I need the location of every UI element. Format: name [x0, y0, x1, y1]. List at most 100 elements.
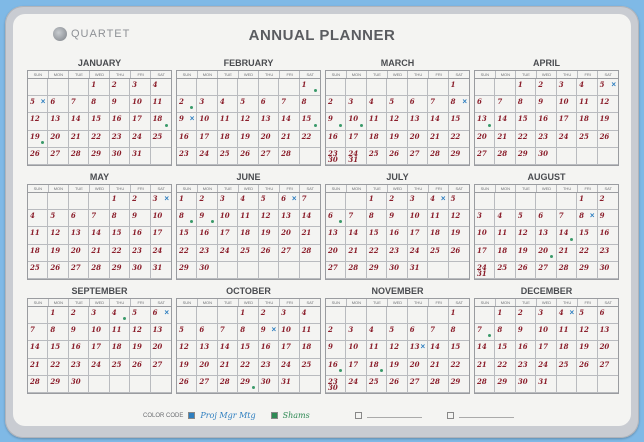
day-cell: 24	[89, 358, 110, 376]
day-number: 2	[599, 194, 605, 203]
day-number: 30	[260, 376, 271, 386]
green-dot-marker	[41, 140, 45, 144]
day-number: 16	[599, 228, 610, 238]
weekday-label: FRI	[578, 71, 599, 78]
day-number: 25	[301, 359, 312, 369]
day-cell	[366, 79, 388, 97]
day-number: 20	[477, 131, 487, 141]
day-cell: 13	[68, 227, 90, 245]
x-mark-icon: ×	[291, 194, 297, 203]
day-number: 28	[348, 262, 359, 272]
day-cell: 27	[475, 147, 496, 165]
day-number: 12	[389, 114, 400, 124]
day-number: 20	[538, 245, 549, 255]
day-number: 18	[579, 114, 589, 124]
day-number: 15	[91, 114, 102, 124]
day-number: 11	[30, 228, 40, 238]
day-cell: 15	[109, 227, 131, 245]
day-cell: 22	[89, 130, 110, 148]
day-cell: 15	[515, 113, 537, 131]
day-cell: 8	[366, 210, 388, 228]
day-cell: 9	[597, 210, 618, 228]
month-name: APRIL	[533, 58, 560, 68]
day-cell: 27	[48, 147, 69, 165]
day-cell: 10	[197, 113, 218, 131]
day-number: 21	[91, 245, 102, 255]
day-cell: 8	[299, 96, 320, 114]
day-cell: 23	[515, 358, 537, 376]
day-cell	[556, 193, 578, 211]
day-number: 12	[50, 228, 61, 238]
weekday-label: TUE	[69, 185, 90, 192]
day-cell: 21	[299, 227, 320, 245]
month-name: JANUARY	[77, 58, 122, 68]
weekday-label: THU	[408, 71, 429, 78]
day-cell: 21	[428, 130, 449, 148]
day-cell: 8	[238, 324, 259, 342]
day-number: 23	[328, 376, 338, 386]
day-cell: 17	[279, 341, 300, 359]
day-cell: 19	[177, 358, 198, 376]
day-cell: 30	[109, 147, 131, 165]
green-dot-marker	[549, 254, 553, 258]
day-number: 18	[430, 228, 440, 238]
day-cell: 16	[597, 227, 618, 245]
day-number: 1	[517, 80, 523, 89]
day-number: 6	[599, 308, 605, 317]
day-cell: 27	[407, 147, 429, 165]
month-name: OCTOBER	[226, 286, 271, 296]
brand-logo: QUARTET	[53, 27, 130, 41]
day-number: 8	[240, 325, 246, 335]
day-number: 4	[30, 211, 35, 221]
day-number: 25	[219, 148, 230, 158]
day-cell	[495, 193, 516, 211]
day-number: 24	[91, 359, 102, 369]
weekday-header: SUN MON TUE WED THU FRI SAT	[475, 185, 618, 193]
day-number: 12	[517, 228, 528, 238]
day-number: 22	[368, 245, 379, 255]
day-number: 4	[111, 308, 117, 317]
day-number: 14	[91, 228, 102, 238]
day-number: 23	[328, 148, 338, 158]
day-cell: 28	[556, 261, 578, 279]
day-number: 12	[389, 342, 400, 352]
day-cell: 30	[515, 375, 537, 393]
day-number: 13	[477, 114, 487, 124]
weekday-label: SUN	[475, 185, 496, 192]
day-cell: 9	[68, 324, 90, 342]
day-cell	[366, 307, 388, 325]
day-cell: 7	[495, 96, 516, 114]
day-number: 19	[132, 342, 142, 352]
day-cell	[258, 79, 280, 97]
day-cell: 9	[130, 210, 151, 228]
day-cell: 20	[258, 130, 280, 148]
day-number: 13	[70, 228, 81, 238]
day-number: 19	[599, 114, 610, 124]
day-number: 19	[240, 131, 251, 141]
day-cell: 10	[279, 324, 300, 342]
day-cell: 25	[238, 244, 259, 262]
day-cell: 28	[428, 375, 449, 393]
day-cell: 20	[279, 227, 300, 245]
day-cell: 17	[556, 113, 578, 131]
day-number: 7	[558, 211, 564, 221]
day-number: 17	[281, 342, 291, 352]
day-cell: 19	[448, 227, 469, 245]
day-cell	[448, 262, 469, 279]
day-cell: 4	[366, 324, 388, 342]
day-number: 3	[409, 194, 415, 203]
day-cell: 10	[346, 113, 367, 131]
weekday-label: MON	[49, 299, 70, 306]
day-cell: 24 31	[346, 147, 367, 165]
day-number: 28	[219, 376, 230, 386]
day-number: 29	[91, 148, 102, 158]
day-number: 15	[497, 342, 508, 352]
day-cell: 3	[279, 307, 300, 325]
day-cell: 5	[515, 210, 537, 228]
day-number: 23	[111, 131, 122, 141]
weekday-label: MON	[347, 185, 368, 192]
day-number: 14	[219, 342, 230, 352]
weekday-label: SAT	[455, 72, 463, 77]
day-number: 30	[70, 376, 81, 386]
weekday-label: TUE	[69, 71, 90, 78]
